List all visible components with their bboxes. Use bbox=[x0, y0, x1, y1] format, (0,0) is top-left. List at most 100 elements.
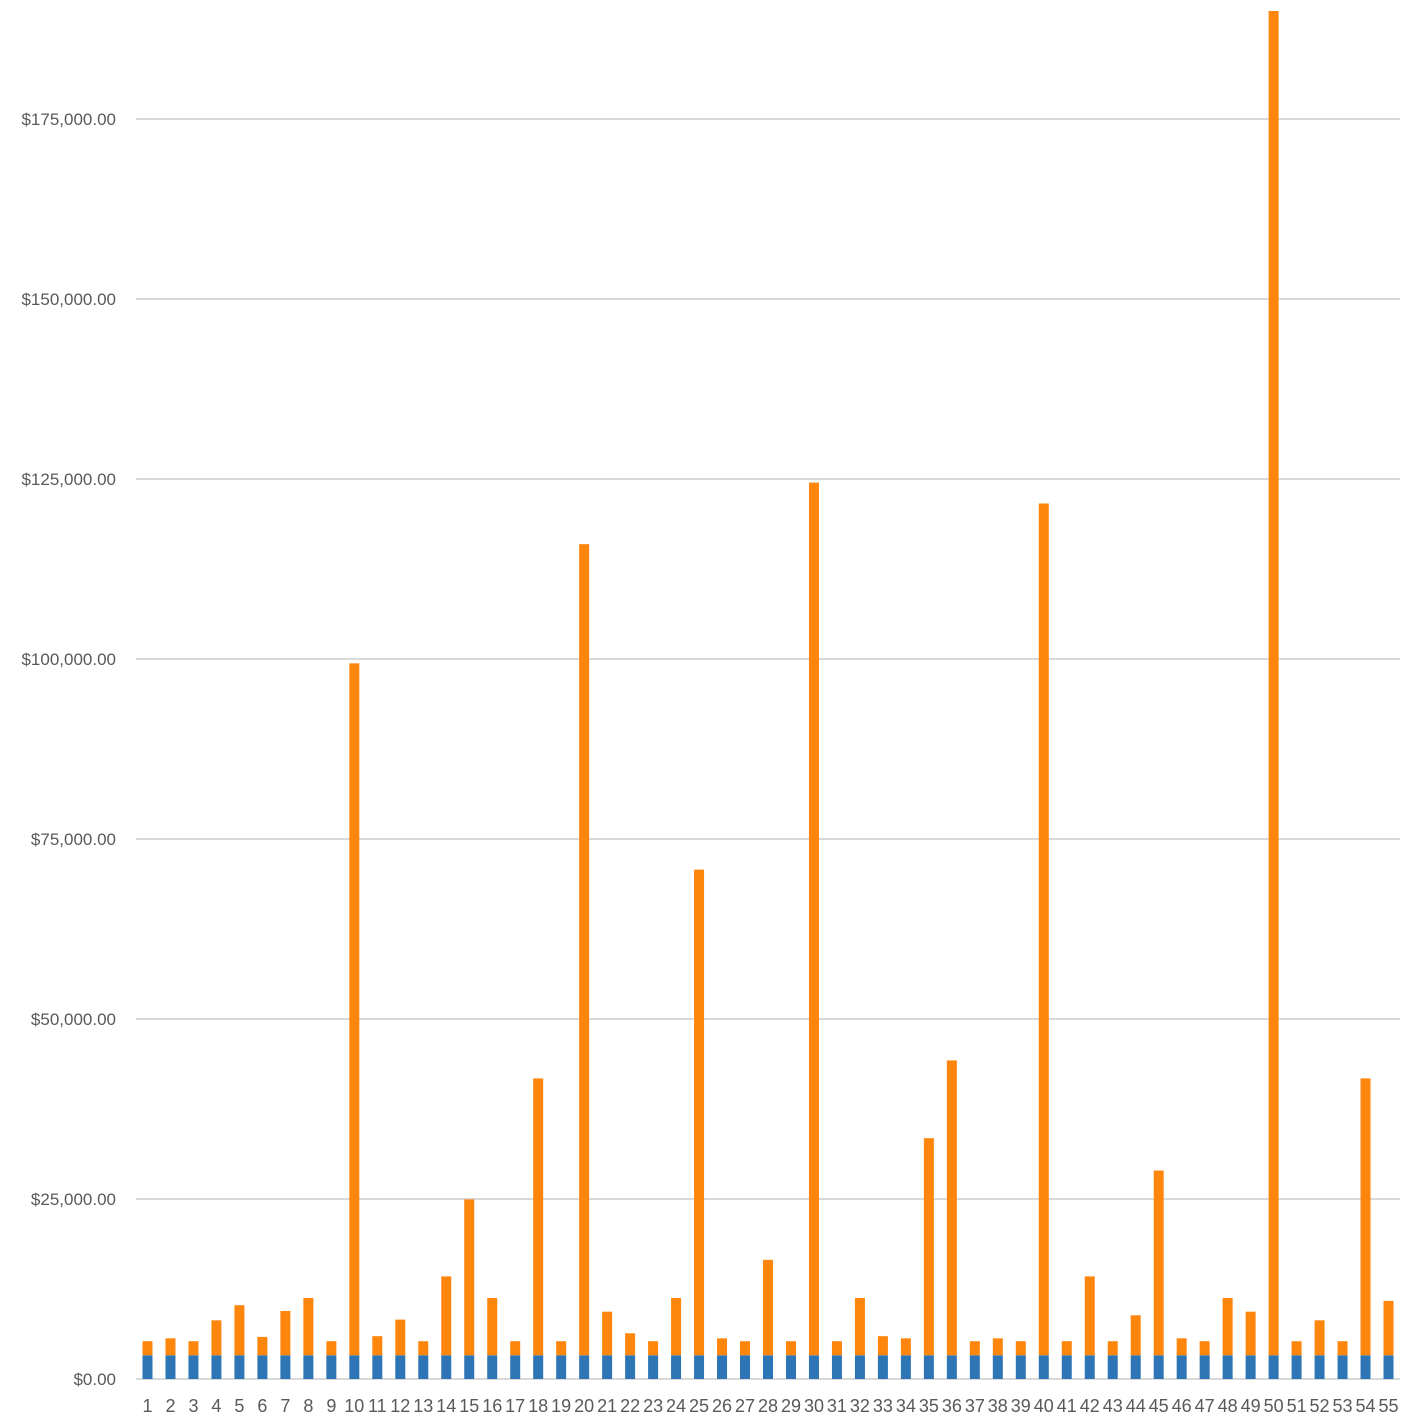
bar-series-1-category-14 bbox=[441, 1355, 452, 1379]
bar-series-2-category-6 bbox=[257, 1336, 268, 1356]
x-tick-label: 36 bbox=[942, 1396, 962, 1416]
bar-series-2-category-17 bbox=[510, 1341, 521, 1356]
bar-series-2-category-13 bbox=[418, 1341, 429, 1356]
bar-series-2-category-5 bbox=[234, 1305, 245, 1356]
bar-series-1-category-43 bbox=[1107, 1355, 1118, 1379]
bar-series-1-category-41 bbox=[1061, 1355, 1072, 1379]
y-tick-label: $50,000.00 bbox=[31, 1010, 116, 1029]
bar-series-2-category-9 bbox=[326, 1341, 337, 1356]
x-tick-label: 1 bbox=[142, 1396, 152, 1416]
x-tick-label: 23 bbox=[643, 1396, 663, 1416]
bar-series-2-category-46 bbox=[1176, 1338, 1187, 1356]
bar-series-2-category-18 bbox=[533, 1078, 544, 1356]
bar-series-1-category-49 bbox=[1245, 1355, 1256, 1379]
x-tick-label: 3 bbox=[188, 1396, 198, 1416]
bar-series-2-category-39 bbox=[1015, 1341, 1026, 1356]
bar-series-2-category-33 bbox=[877, 1336, 888, 1356]
bar-series-2-category-16 bbox=[487, 1298, 498, 1356]
x-tick-label: 40 bbox=[1034, 1396, 1054, 1416]
x-tick-label: 26 bbox=[712, 1396, 732, 1416]
x-tick-label: 22 bbox=[620, 1396, 640, 1416]
bar-series-2-category-8 bbox=[303, 1298, 314, 1356]
x-tick-label: 21 bbox=[597, 1396, 617, 1416]
x-tick-label: 16 bbox=[482, 1396, 502, 1416]
bar-series-1-category-30 bbox=[808, 1355, 819, 1379]
bar-series-2-category-22 bbox=[625, 1333, 636, 1356]
x-tick-label: 38 bbox=[988, 1396, 1008, 1416]
bar-series-1-category-52 bbox=[1314, 1355, 1325, 1379]
bar-series-1-category-37 bbox=[969, 1355, 980, 1379]
x-tick-label: 12 bbox=[390, 1396, 410, 1416]
bar-series-2-category-35 bbox=[923, 1138, 934, 1356]
x-tick-label: 31 bbox=[827, 1396, 847, 1416]
bar-series-2-category-37 bbox=[969, 1341, 980, 1356]
bar-series-1-category-38 bbox=[992, 1355, 1003, 1379]
bar-series-2-category-36 bbox=[946, 1060, 957, 1356]
bar-series-1-category-13 bbox=[418, 1355, 429, 1379]
bar-series-1-category-54 bbox=[1360, 1355, 1371, 1379]
x-axis-tick-labels: 1 2 3 4 5 6 7 8 9 10 11 12 13 14 15 16 17 18 19 20 21 22 23 24 2… bbox=[142, 1396, 1398, 1416]
bar-series-1-category-29 bbox=[785, 1355, 796, 1379]
bar-series-2-category-29 bbox=[785, 1341, 796, 1356]
x-tick-label: 41 bbox=[1057, 1396, 1077, 1416]
y-tick-label: $75,000.00 bbox=[31, 830, 116, 849]
x-tick-label: 42 bbox=[1080, 1396, 1100, 1416]
bar-series-1-category-51 bbox=[1291, 1355, 1302, 1379]
bar-series-2-category-44 bbox=[1130, 1315, 1141, 1356]
bar-series-1-category-9 bbox=[326, 1355, 337, 1379]
bar-series-2-category-41 bbox=[1061, 1341, 1072, 1356]
bar-series-1-category-15 bbox=[464, 1355, 475, 1379]
bar-series-2-category-47 bbox=[1199, 1341, 1210, 1356]
bar-series-2-category-23 bbox=[648, 1341, 659, 1356]
bar-series-2-category-26 bbox=[717, 1338, 728, 1356]
bar-series-2-category-38 bbox=[992, 1338, 1003, 1356]
bar-series-1-category-28 bbox=[763, 1355, 773, 1379]
bar-series-1-category-50 bbox=[1268, 1355, 1279, 1379]
bar-series-1-category-53 bbox=[1337, 1355, 1348, 1379]
bar-series-2-category-34 bbox=[900, 1338, 911, 1356]
bar-series-2-category-28 bbox=[763, 1259, 773, 1356]
bar-series-2-category-32 bbox=[854, 1298, 865, 1356]
bar-series-1-category-40 bbox=[1038, 1355, 1049, 1379]
x-tick-label: 2 bbox=[165, 1396, 175, 1416]
bar-series-2-category-25 bbox=[694, 869, 705, 1356]
bar-series-1-category-4 bbox=[211, 1355, 222, 1379]
bar-series-2-category-45 bbox=[1153, 1170, 1164, 1356]
bar-series-1-category-48 bbox=[1222, 1355, 1233, 1379]
y-tick-label: $25,000.00 bbox=[31, 1190, 116, 1209]
bar-series-1-category-35 bbox=[923, 1355, 934, 1379]
bar-series-1-category-32 bbox=[854, 1355, 865, 1379]
bar-series-1-category-23 bbox=[648, 1355, 659, 1379]
bar-series-2-category-50 bbox=[1268, 11, 1279, 1356]
bar-series-1-category-39 bbox=[1015, 1355, 1026, 1379]
bar-series-1-category-2 bbox=[165, 1355, 176, 1379]
bar-series-1-category-11 bbox=[372, 1355, 383, 1379]
bar-series-1-category-7 bbox=[280, 1355, 291, 1379]
x-tick-label: 50 bbox=[1264, 1396, 1284, 1416]
x-tick-label: 54 bbox=[1356, 1396, 1376, 1416]
x-tick-label: 47 bbox=[1195, 1396, 1215, 1416]
bar-series-1-category-47 bbox=[1199, 1355, 1210, 1379]
gridlines bbox=[136, 118, 1400, 1380]
bar-series-2-category-14 bbox=[441, 1276, 452, 1356]
bar-series-2-category-20 bbox=[579, 544, 590, 1356]
bar-series-2-category-30 bbox=[808, 482, 819, 1356]
bar-series-2-category-49 bbox=[1245, 1311, 1256, 1356]
bar-series-2-category-1 bbox=[142, 1341, 153, 1356]
x-tick-label: 13 bbox=[413, 1396, 433, 1416]
bar-series-1-category-8 bbox=[303, 1355, 314, 1379]
x-tick-label: 48 bbox=[1218, 1396, 1238, 1416]
bar-series-1-category-45 bbox=[1153, 1355, 1164, 1379]
bar-series-2-category-55 bbox=[1383, 1300, 1394, 1356]
bar-series-2-category-27 bbox=[740, 1341, 751, 1356]
x-tick-label: 4 bbox=[211, 1396, 221, 1416]
x-tick-label: 52 bbox=[1310, 1396, 1330, 1416]
x-tick-label: 39 bbox=[1011, 1396, 1031, 1416]
x-tick-label: 28 bbox=[758, 1396, 778, 1416]
bar-series-1-category-17 bbox=[510, 1355, 521, 1379]
bar-series-2-category-3 bbox=[188, 1341, 199, 1356]
bar-series-1-category-44 bbox=[1130, 1355, 1141, 1379]
bar-series-2-category-19 bbox=[556, 1341, 567, 1356]
